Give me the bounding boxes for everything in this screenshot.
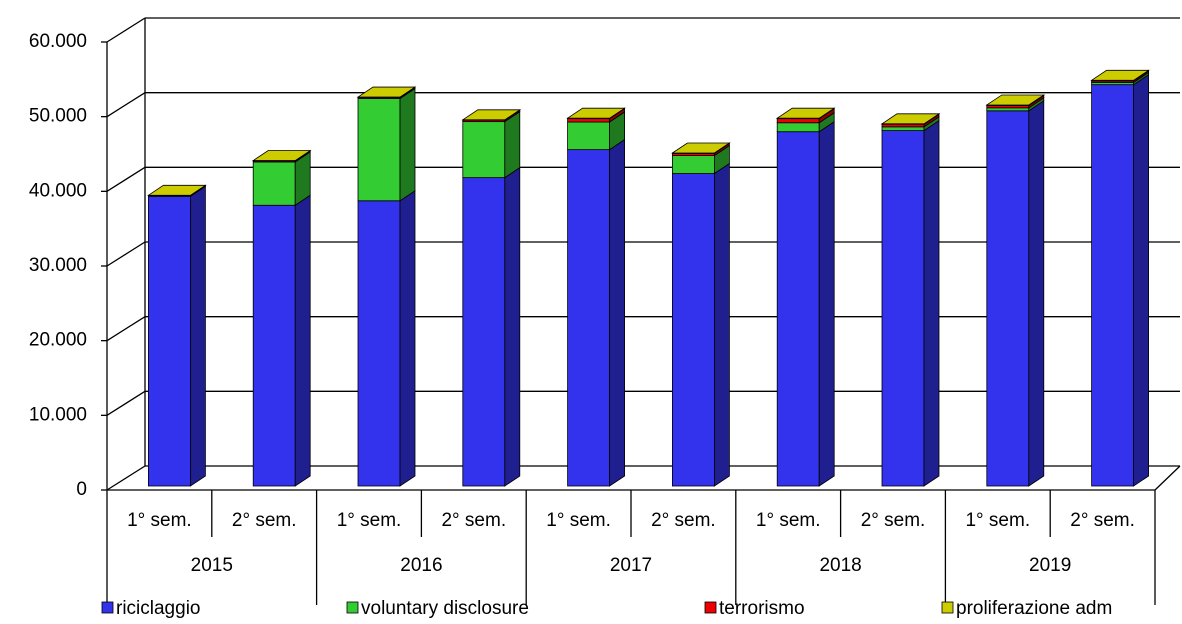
x-tick-label: 2° sem. — [1070, 510, 1135, 531]
x-tick-label: 2° sem. — [232, 510, 297, 531]
bar-segment — [462, 121, 506, 179]
bar-segment — [567, 118, 610, 123]
bar-side — [504, 166, 521, 487]
bar-segment — [1091, 84, 1134, 487]
bar-segment — [776, 118, 820, 124]
bar-segment — [881, 126, 925, 131]
grid-line-side — [106, 465, 146, 491]
group-label: 2016 — [400, 555, 442, 576]
bar-side — [294, 194, 311, 487]
group-label: 2017 — [610, 555, 652, 576]
bar-segment — [462, 177, 506, 487]
x-tick-label: 2° sem. — [861, 510, 926, 531]
group-label: 2019 — [1029, 555, 1071, 576]
bar-top — [356, 86, 417, 98]
grid-line-side — [106, 241, 146, 267]
x-tick-label: 1° sem. — [337, 510, 402, 531]
legend-label: proliferazione adm — [956, 598, 1112, 619]
x-tick-label: 1° sem. — [756, 510, 821, 531]
bar-segment — [147, 195, 191, 487]
y-tick-label: 50.000 — [29, 106, 87, 127]
y-tick-label: 20.000 — [29, 330, 87, 351]
legend-swatch — [704, 601, 717, 614]
bar-top — [775, 107, 836, 119]
bar-side — [189, 185, 206, 487]
y-tick-label: 0 — [76, 479, 87, 500]
bar-top — [566, 107, 626, 119]
bar-side — [1028, 100, 1045, 487]
bar-top — [1090, 69, 1150, 81]
legend-label: voluntary disclosure — [361, 598, 529, 619]
legend-swatch — [346, 601, 359, 614]
grid-line-side — [106, 316, 146, 342]
bar-top — [880, 113, 941, 125]
bar-top — [251, 150, 312, 161]
group-label: 2015 — [191, 555, 233, 576]
y-tick-label: 30.000 — [29, 255, 87, 276]
bar-segment — [672, 155, 715, 174]
bar-segment — [881, 130, 925, 487]
x-tick-label: 2° sem. — [651, 510, 716, 531]
bar-segment — [357, 200, 401, 487]
grid-line-side — [106, 166, 146, 192]
y-tick-label: 60.000 — [29, 31, 87, 52]
bar-segment — [567, 121, 610, 151]
bar-segment — [776, 131, 820, 487]
grid-line-side — [106, 17, 146, 43]
bar-segment — [252, 161, 296, 206]
bar-side — [399, 190, 416, 487]
bar-top — [671, 142, 731, 154]
legend-label: terrorismo — [719, 598, 805, 619]
bar-top — [461, 109, 522, 121]
bar-side — [504, 110, 521, 179]
x-tick-label: 1° sem. — [546, 510, 611, 531]
bar-top — [985, 94, 1046, 106]
bar-segment — [776, 122, 820, 133]
x-tick-label: 2° sem. — [441, 510, 506, 531]
bar-top — [147, 184, 207, 196]
y-tick-label: 40.000 — [29, 180, 87, 201]
bar-segment — [672, 173, 715, 487]
floor-right — [1154, 465, 1181, 491]
y-tick-label: 10.000 — [29, 404, 87, 425]
bar-side — [818, 120, 835, 487]
x-tick-label: 1° sem. — [965, 510, 1030, 531]
group-label: 2018 — [819, 555, 861, 576]
legend-swatch — [101, 601, 114, 614]
bar-side — [923, 119, 940, 487]
bar-side — [1133, 73, 1149, 487]
bar-segment — [567, 149, 610, 487]
bar-segment — [252, 204, 296, 487]
x-tick-label: 1° sem. — [127, 510, 192, 531]
grid-line-side — [106, 92, 146, 118]
grid-line-side — [106, 390, 146, 416]
bar-segment — [986, 110, 1030, 487]
bar-side — [609, 138, 625, 487]
bar-segment — [357, 98, 401, 202]
bar-segment — [986, 107, 1030, 112]
bar-side — [399, 87, 416, 202]
legend-swatch — [941, 601, 954, 614]
legend-label: riciclaggio — [116, 598, 200, 619]
bar-side — [714, 162, 730, 487]
